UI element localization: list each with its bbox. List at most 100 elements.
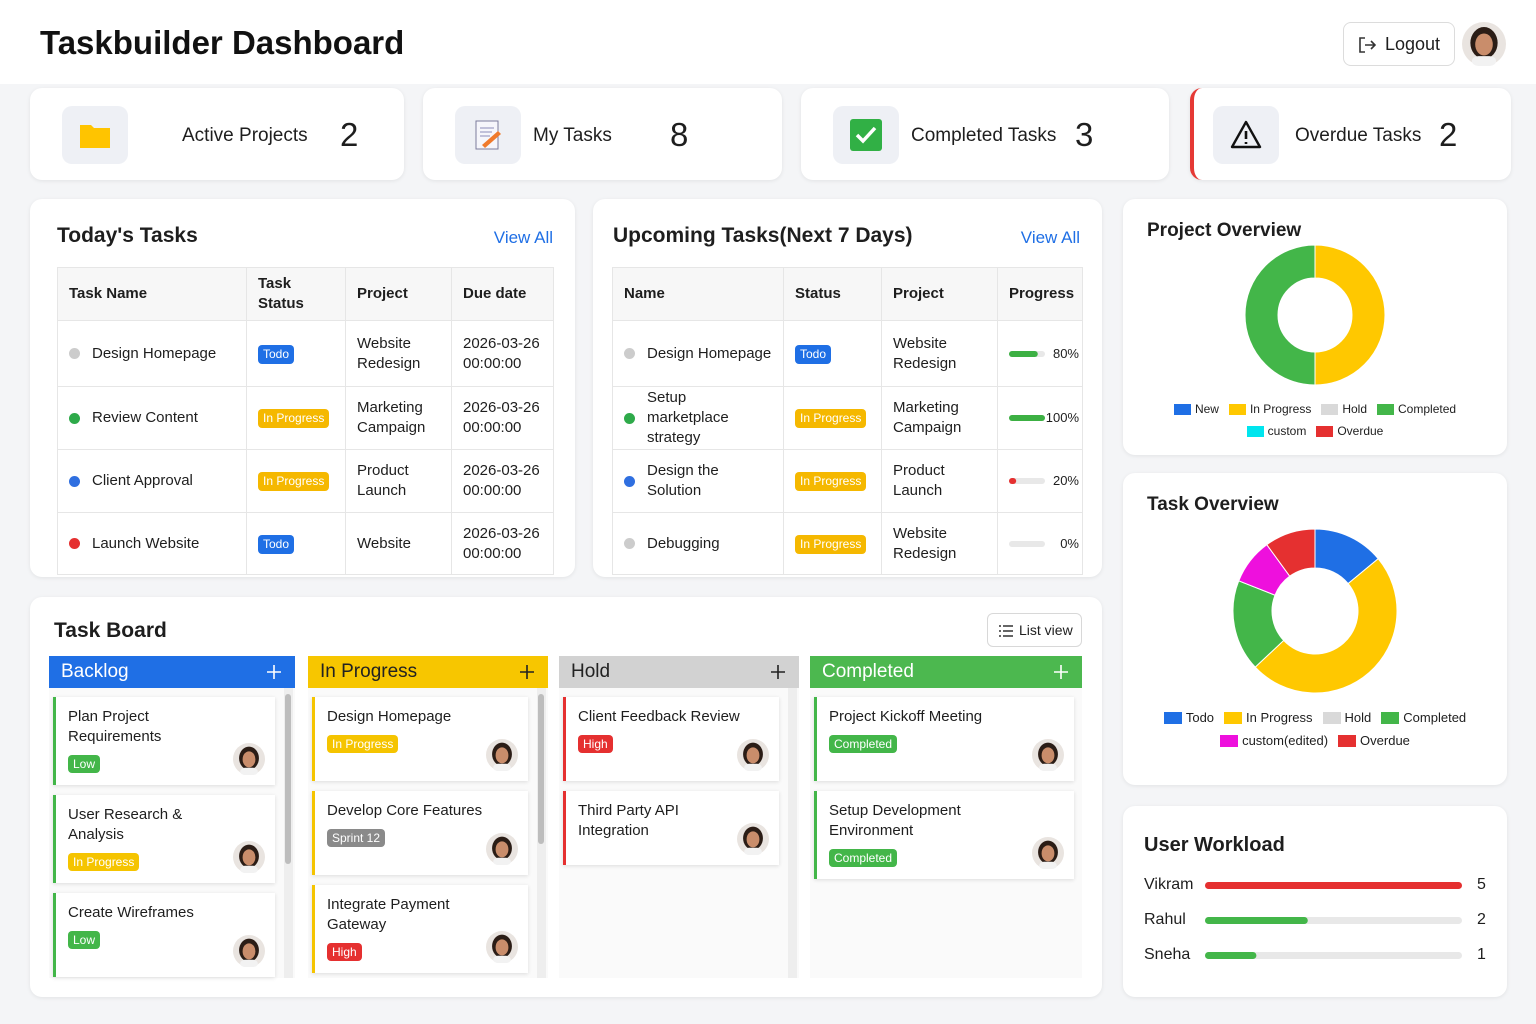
progress-label: 80% [1052, 345, 1079, 361]
panel-title: Task Board [54, 619, 167, 642]
table-row: Design Homepage Todo Website Redesign 80% [612, 320, 1083, 387]
header-bar [0, 0, 1536, 84]
avatar [486, 931, 518, 963]
check-mark [855, 126, 877, 144]
task-card: Create Wireframes Low [53, 893, 275, 977]
stat-label: Active Projects [182, 125, 308, 146]
status-dot [624, 538, 635, 549]
stat-value: 8 [670, 116, 689, 153]
avatar [486, 739, 518, 771]
project-cell: Website Redesign [881, 320, 998, 387]
panel-title: Upcoming Tasks(Next 7 Days) [613, 224, 913, 247]
list-icon [999, 625, 1013, 637]
progress-label: 100% [1045, 410, 1079, 425]
avatar-face [746, 831, 760, 848]
task-card: Develop Core Features Sprint 12 [312, 791, 528, 875]
legend-item: Overdue [1316, 424, 1383, 438]
donut-chart [1233, 529, 1397, 693]
avatar [486, 833, 518, 865]
workload-bar [1205, 882, 1462, 889]
card-title: Client Feedback Review [578, 708, 740, 725]
project-cell: Product Launch [881, 449, 998, 513]
avatar [737, 823, 769, 855]
name-cell: Design Homepage [612, 320, 784, 387]
stat-icon-box [62, 106, 128, 164]
legend-swatch [1228, 403, 1246, 415]
legend-swatch [1173, 403, 1191, 415]
column-title: Hold [571, 661, 611, 682]
view-all-link[interactable]: View All [1020, 228, 1080, 247]
avatar [737, 739, 769, 771]
status-badge: Todo [258, 344, 295, 364]
table-row: Design Homepage Todo Website Redesign 2026-… [57, 320, 554, 387]
legend-item: Completed [1381, 710, 1466, 725]
avatar-shirt [744, 763, 762, 771]
task-name: Client Approval [92, 472, 193, 489]
chart-panel: Project Overview New In Progress Hold Comple… [1123, 199, 1507, 455]
progress-wrap: 100% [1009, 408, 1079, 428]
avatar [233, 743, 265, 775]
legend: Todo In Progress Hold Completed custom(edite… [1143, 710, 1487, 748]
logout-button[interactable]: Logout [1343, 22, 1455, 66]
workload-fill [1205, 952, 1257, 959]
scrollbar-thumb [285, 694, 291, 864]
chart-panel: Task Overview Todo In Progress Hold Complete… [1123, 473, 1507, 785]
column-title: Backlog [61, 661, 129, 682]
legend-swatch [1381, 711, 1400, 724]
card-tag: In Progress [327, 735, 399, 753]
legend-label: custom(edited) [1242, 733, 1329, 748]
donut-slice [1254, 558, 1397, 693]
page-title: Taskbuilder Dashboard [40, 24, 405, 61]
stat-icon [1230, 120, 1262, 149]
name-cell: Launch Website [57, 512, 247, 575]
card-tag: Sprint 12 [327, 829, 386, 847]
view-all-link[interactable]: View All [493, 228, 553, 247]
name-wrap: Client Approval [69, 471, 235, 491]
name-cell: Design the Solution [612, 449, 784, 513]
task-name: Debugging [647, 534, 720, 552]
task-name: Design the Solution [647, 462, 719, 499]
avatar-face [242, 943, 256, 960]
task-name: Design Homepage [647, 344, 772, 362]
progress-fill [1009, 350, 1038, 357]
status-dot [69, 475, 80, 487]
icon [999, 625, 1013, 637]
progress-cell: 0% [997, 512, 1083, 575]
avatar-shirt [493, 857, 511, 865]
card-title: Setup Development Environment [829, 802, 961, 839]
logout-label: Logout [1385, 34, 1441, 54]
icon [771, 665, 785, 679]
donut-chart [1245, 245, 1385, 385]
progress-track [1009, 540, 1045, 547]
table-row: Debugging In Progress Website Redesign 0% [612, 512, 1083, 575]
list-view-button[interactable]: List view [987, 613, 1082, 647]
name-wrap: Launch Website [69, 534, 235, 554]
donut-slice [1314, 245, 1385, 385]
table-panel: Today's Tasks View All Task Name Task Statu… [30, 199, 575, 577]
task-name: Setup marketplace strategy [647, 389, 729, 446]
avatar-face [495, 747, 509, 764]
status-dot [624, 475, 635, 487]
column-header: Task Name [57, 267, 247, 321]
avatar-face [1041, 845, 1055, 862]
stat-icon-box [455, 106, 521, 164]
legend-label: In Progress [1249, 402, 1312, 416]
card-tag: High [578, 735, 613, 753]
legend-item: custom [1246, 424, 1306, 438]
legend-item: custom(edited) [1220, 733, 1328, 748]
workload-fill [1205, 882, 1462, 889]
legend-swatch [1321, 403, 1339, 415]
task-board-panel: Task Board List view Backlog Plan Project R… [30, 597, 1102, 997]
project-cell: Marketing Campaign [345, 386, 452, 450]
stat-card: Completed Tasks 3 [801, 88, 1169, 180]
name-cell: Setup marketplace strategy [612, 386, 784, 450]
column-header: Project [345, 267, 452, 321]
legend-item: Completed [1377, 402, 1456, 416]
avatar-face [746, 747, 760, 764]
progress-cell: 100% [997, 386, 1083, 450]
stat-label: My Tasks [533, 125, 612, 146]
status-cell: Todo [783, 320, 882, 387]
name-cell: Design Homepage [57, 320, 247, 387]
status-badge: In Progress [795, 534, 867, 554]
